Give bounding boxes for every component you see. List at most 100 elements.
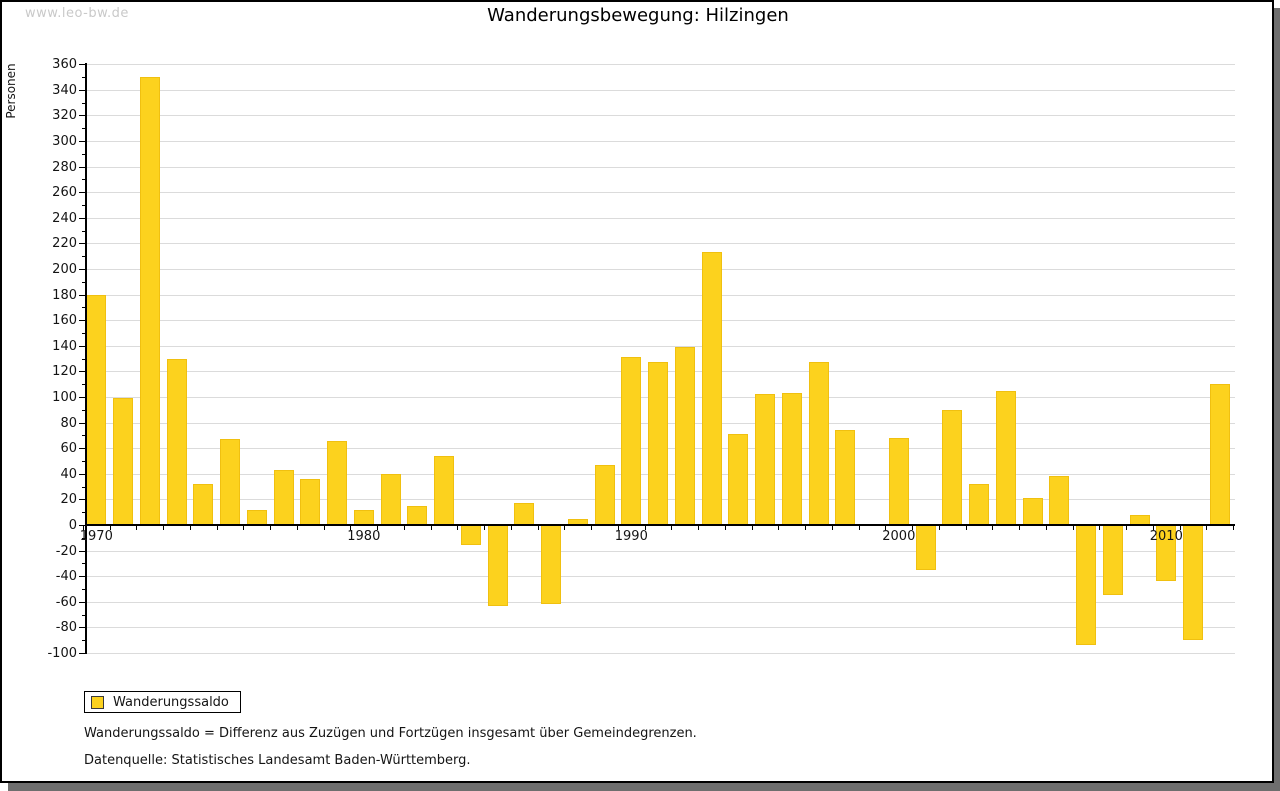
grid-line	[86, 269, 1235, 270]
y-tick	[79, 653, 86, 654]
y-tick	[79, 576, 86, 578]
grid-line	[86, 627, 1235, 629]
y-tick	[82, 563, 86, 565]
grid-line	[86, 576, 1235, 578]
bar	[407, 505, 428, 525]
x-tick	[1233, 526, 1235, 530]
y-tick-label: 200	[52, 262, 77, 277]
y-tick	[79, 115, 86, 117]
bar	[1209, 384, 1230, 525]
x-tick-label: 1970	[79, 529, 113, 544]
y-tick	[79, 141, 86, 142]
y-tick-label: -60	[55, 594, 77, 610]
y-tick	[79, 397, 86, 398]
bar	[621, 357, 642, 525]
y-tick-label: 300	[52, 134, 77, 149]
x-tick	[805, 526, 807, 530]
chart-title: Wanderungsbewegung: Hilzingen	[487, 5, 789, 26]
y-tick-label: 20	[60, 492, 77, 508]
x-tick	[938, 526, 940, 530]
grid-line	[86, 115, 1235, 117]
bar	[942, 409, 963, 525]
x-tick	[671, 526, 673, 530]
x-tick	[109, 526, 111, 530]
legend-label: Wanderungssaldo	[113, 695, 229, 710]
bar	[380, 473, 401, 525]
x-tick	[1206, 526, 1208, 530]
x-tick-label: 1990	[614, 529, 648, 544]
y-tick-label: 220	[52, 236, 77, 252]
bar	[1049, 476, 1070, 525]
y-tick	[82, 281, 86, 283]
y-tick-label: 180	[52, 287, 77, 303]
y-tick	[79, 448, 86, 450]
x-tick	[216, 526, 218, 530]
definition-note: Wanderungssaldo = Differenz aus Zuzügen …	[84, 726, 697, 741]
x-tick	[698, 526, 700, 530]
x-tick	[965, 526, 967, 530]
x-tick	[591, 526, 593, 530]
y-tick-label: 120	[52, 364, 77, 380]
y-tick	[79, 627, 86, 629]
x-tick-label: 2000	[882, 529, 916, 544]
bar	[648, 362, 669, 525]
grid-line	[86, 141, 1235, 142]
bar	[1102, 525, 1123, 596]
y-tick	[79, 371, 86, 373]
x-tick	[644, 526, 646, 530]
x-tick	[243, 526, 245, 530]
bar	[139, 77, 160, 525]
x-tick	[858, 526, 860, 530]
y-tick	[82, 486, 86, 488]
y-tick	[82, 128, 86, 130]
bar	[300, 478, 321, 525]
grid-line	[86, 294, 1235, 296]
x-tick	[296, 526, 298, 530]
y-tick	[79, 345, 86, 347]
bar	[460, 525, 481, 546]
y-tick	[79, 64, 86, 66]
bar	[1022, 498, 1043, 525]
grid-line	[86, 64, 1235, 66]
shadow-bottom	[8, 783, 1280, 791]
y-tick	[82, 461, 86, 462]
y-tick-label: 60	[60, 441, 77, 457]
bar	[781, 393, 802, 525]
y-tick-label: 100	[52, 390, 77, 405]
bar	[193, 484, 214, 525]
y-tick	[82, 205, 86, 206]
bar	[541, 525, 562, 605]
y-tick-label: 280	[52, 159, 77, 175]
y-tick	[82, 102, 86, 104]
x-tick	[82, 526, 84, 530]
x-tick	[430, 526, 432, 530]
bar	[808, 362, 829, 525]
y-tick	[79, 525, 86, 526]
y-tick	[79, 499, 86, 501]
y-tick	[82, 589, 86, 590]
y-tick	[82, 179, 86, 181]
x-tick	[617, 526, 619, 530]
legend: Wanderungssaldo	[84, 691, 241, 713]
x-tick-label: 1980	[347, 529, 381, 544]
x-tick	[992, 526, 994, 530]
y-tick-label: 0	[68, 518, 77, 533]
bar	[728, 434, 749, 525]
x-tick	[1045, 526, 1047, 530]
grid-line	[86, 243, 1235, 245]
y-tick-label: 360	[52, 57, 77, 73]
y-tick-label: 140	[52, 338, 77, 354]
y-tick	[79, 269, 86, 270]
x-tick	[912, 526, 914, 530]
x-tick	[457, 526, 459, 530]
y-tick	[82, 333, 86, 334]
y-tick-label: 40	[60, 466, 77, 482]
y-tick	[82, 435, 86, 437]
bar	[434, 455, 455, 525]
y-tick	[82, 640, 86, 642]
bar	[755, 394, 776, 525]
x-tick	[885, 526, 887, 530]
x-tick	[484, 526, 486, 530]
bar	[86, 294, 107, 525]
y-tick	[82, 307, 86, 309]
